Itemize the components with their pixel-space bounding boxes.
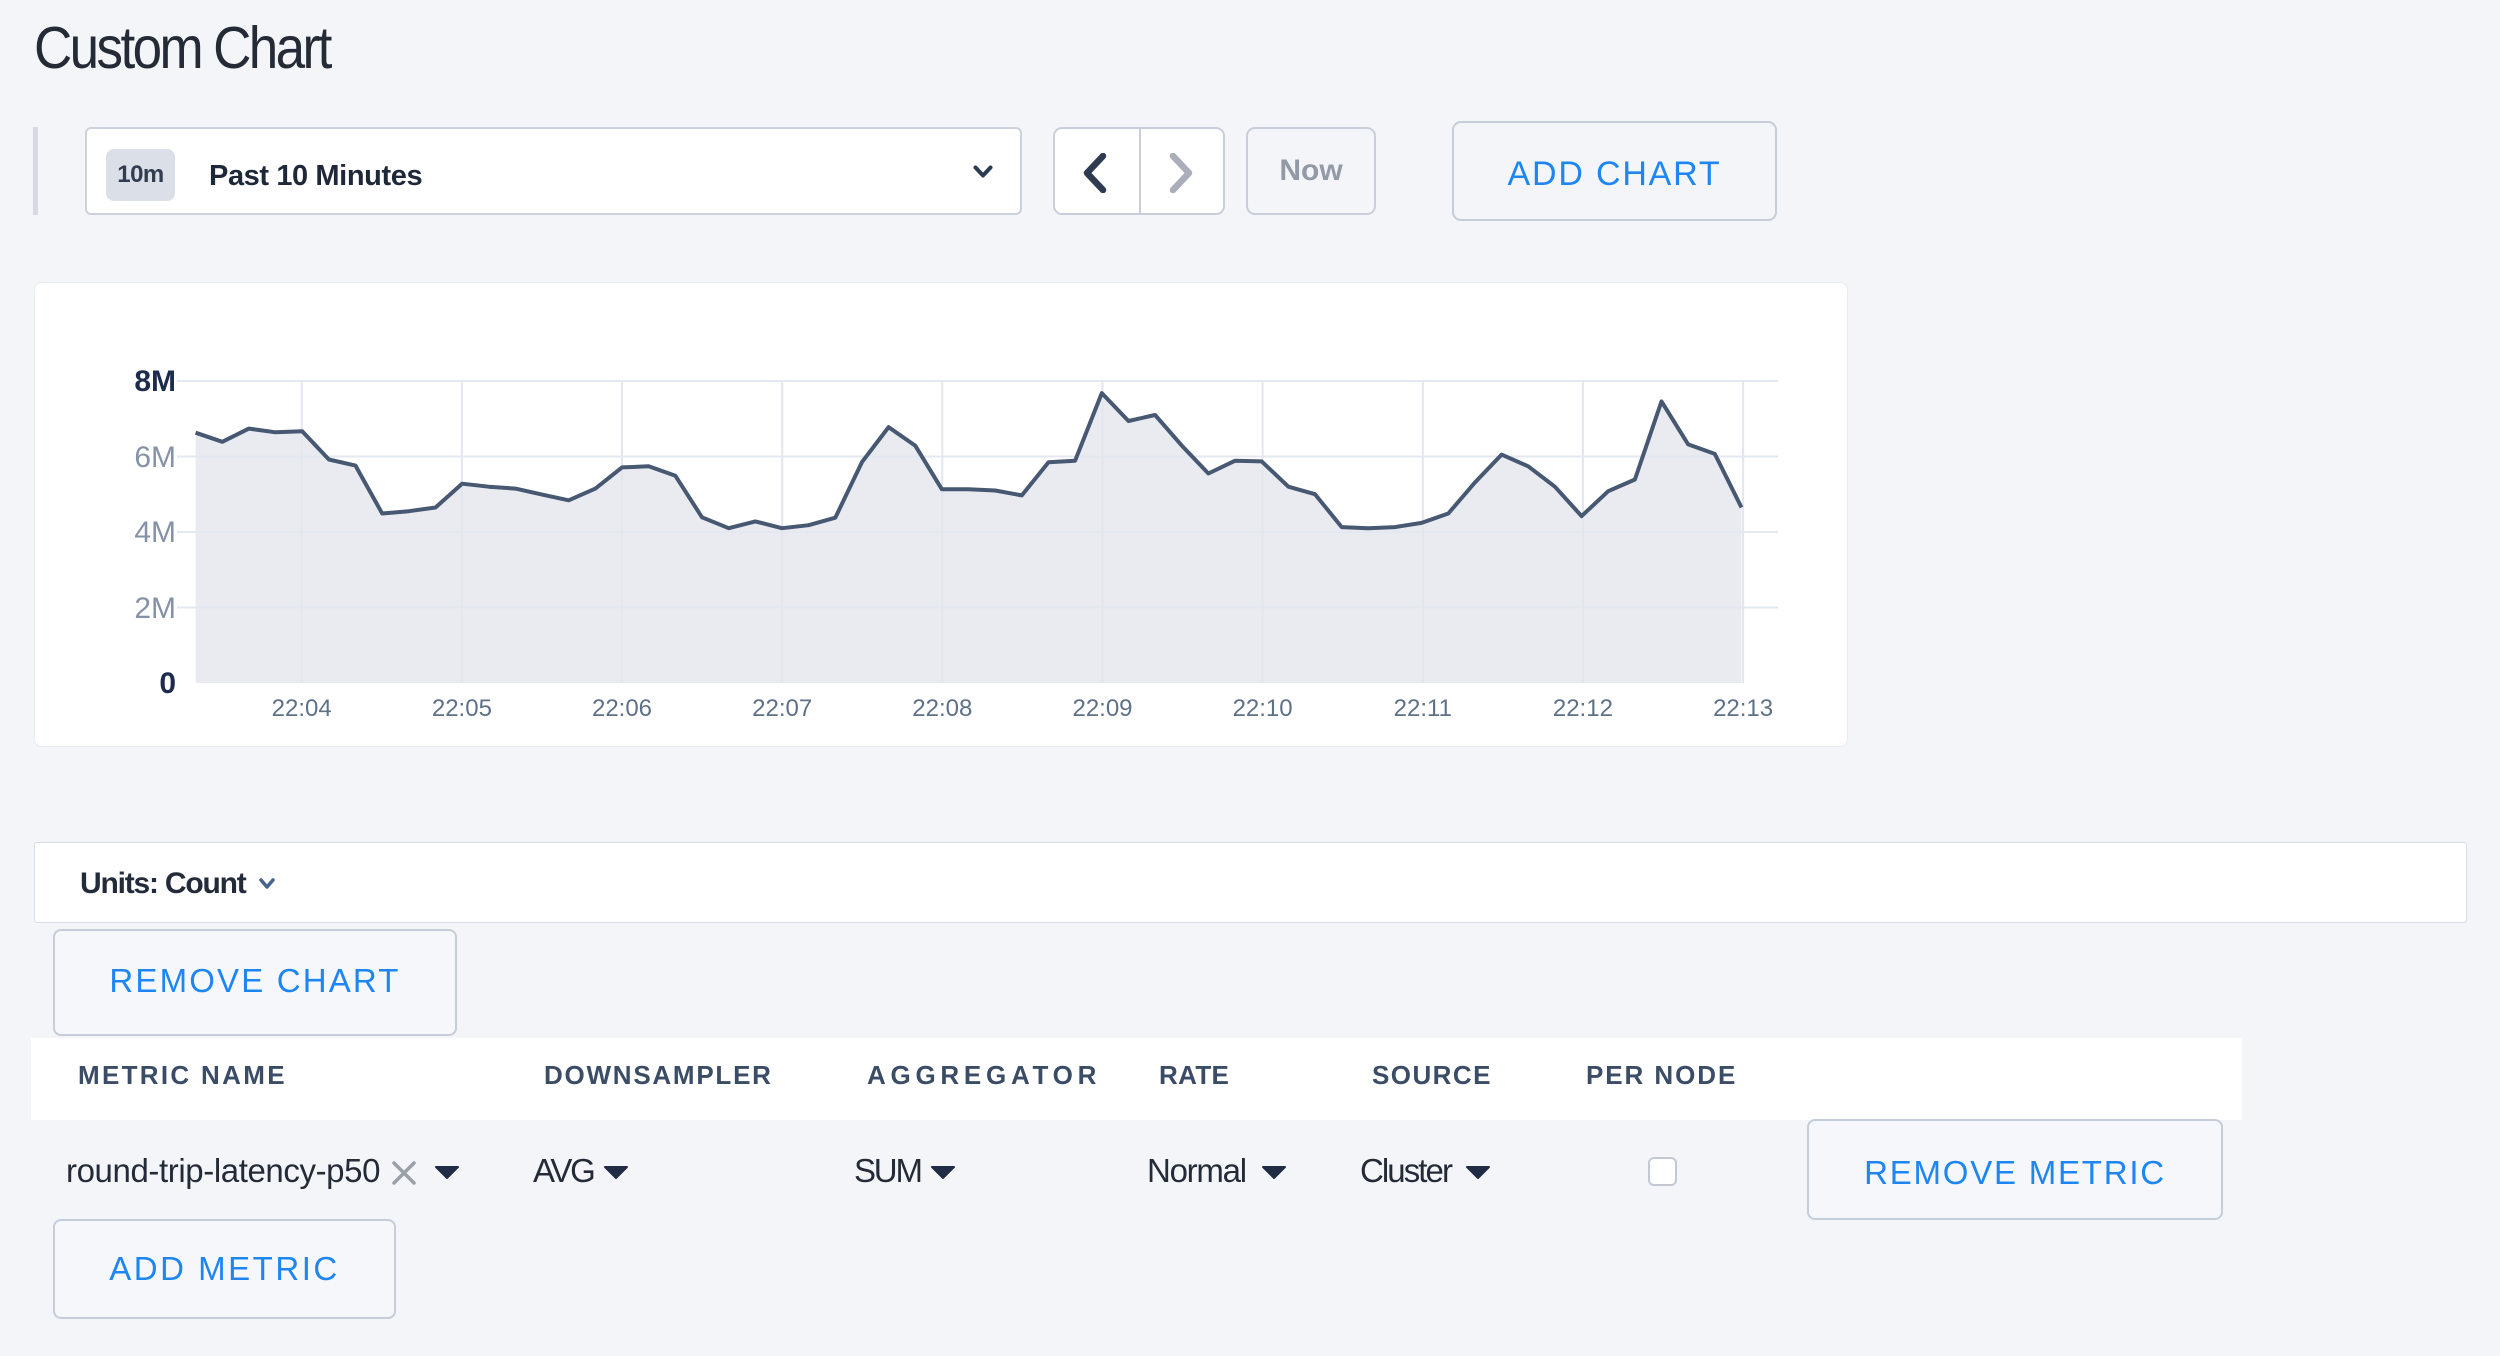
svg-text:22:04: 22:04 (272, 695, 332, 722)
svg-text:22:07: 22:07 (752, 695, 812, 722)
svg-text:22:10: 22:10 (1233, 695, 1293, 722)
svg-text:6M: 6M (134, 441, 176, 474)
svg-text:22:08: 22:08 (912, 695, 972, 722)
svg-text:4M: 4M (134, 516, 176, 549)
svg-text:0: 0 (159, 667, 176, 700)
svg-text:22:13: 22:13 (1713, 695, 1773, 722)
svg-text:22:12: 22:12 (1553, 695, 1613, 722)
svg-text:22:11: 22:11 (1394, 695, 1452, 722)
svg-text:8M: 8M (134, 365, 176, 398)
svg-text:22:05: 22:05 (432, 695, 492, 722)
svg-text:22:09: 22:09 (1072, 695, 1132, 722)
svg-text:2M: 2M (134, 592, 176, 625)
svg-text:22:06: 22:06 (592, 695, 652, 722)
